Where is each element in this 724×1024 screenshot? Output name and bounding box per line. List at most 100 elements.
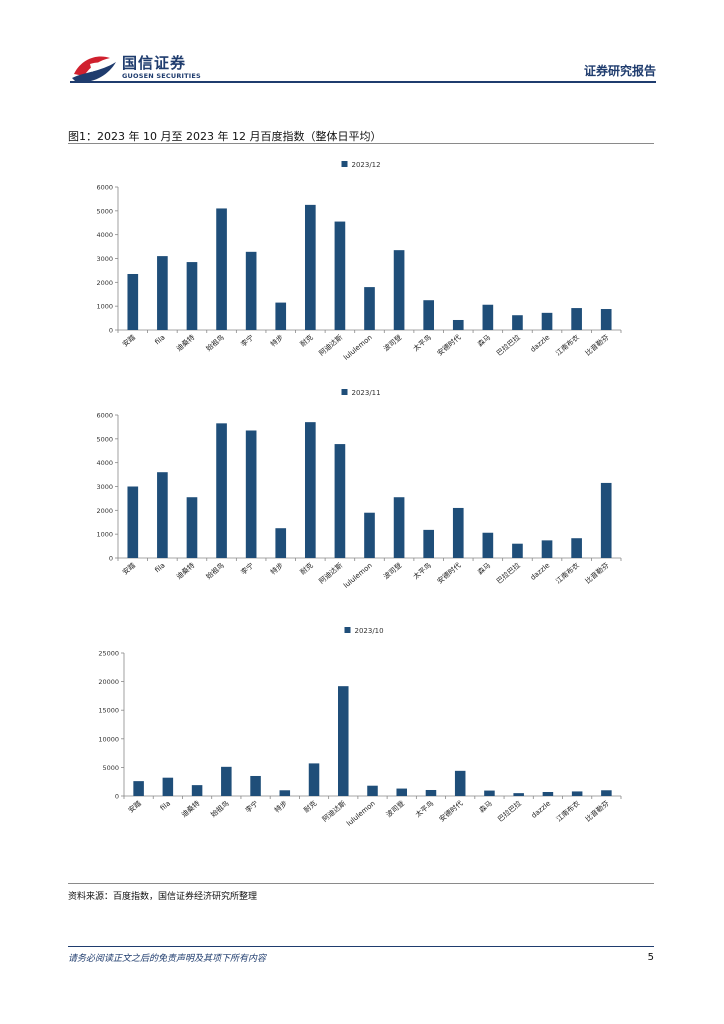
y-tick-label: 10000 [98,735,119,743]
bar [186,262,198,330]
y-tick-label: 0 [109,555,113,563]
bar [216,208,227,330]
bar [393,497,405,558]
x-tick-label: 耐克 [302,799,319,815]
bar [482,304,494,330]
guosen-logo-icon [72,56,116,83]
bar-chart-oct: 2023/10 0 5000 10000 15000 20000 25000 安踏 fila 迪桑… [68,618,654,858]
x-tick-label: 特步 [269,561,286,577]
brand-name-cn: 国信证券 [122,54,187,72]
chart-legend: 2023/10 [344,627,384,635]
x-tick-label: 森马 [476,561,493,577]
bar [512,315,523,330]
bar [367,785,378,796]
x-tick-label: 阿迪达斯 [320,799,347,824]
x-tick-label: 波司登 [382,333,404,353]
bar [541,540,553,558]
x-tick-label: 安踏 [126,799,143,815]
x-tick-label: 安德时代 [435,333,462,358]
x-tick-label: 安德时代 [435,561,462,586]
x-tick-label: 耐克 [298,333,315,349]
x-tick-label: 特步 [269,333,286,349]
bar [334,444,346,558]
bar [482,532,494,558]
figure-title-divider [68,143,654,144]
bar [275,302,287,330]
x-tick-label: 巴拉巴拉 [494,561,521,586]
bar [452,319,464,330]
bar [162,777,174,796]
x-tick-label: 始祖鸟 [204,333,226,353]
y-tick-label: 3000 [96,255,113,263]
brand-name-en: GUOSEN SECURITIES [122,72,201,80]
x-tick-label: lululemon [345,799,377,827]
bar [245,430,257,558]
brand-logo: 国信证券 GUOSEN SECURITIES [70,50,210,86]
bar [304,422,316,558]
chart-legend: 2023/11 [341,389,381,397]
x-tick-label: 始祖鸟 [204,561,226,581]
bar-chart-oct-svg: 2023/10 0 5000 10000 15000 20000 25000 安踏 fila 迪桑… [98,627,622,828]
bar [338,686,349,796]
bar [308,763,320,796]
x-tick-label: 波司登 [382,561,404,581]
disclaimer-link[interactable]: 请务必阅读正文之后的免责声明及其项下所有内容 [68,954,267,964]
bar [191,785,203,796]
figure-title: 图1：2023 年 10 月至 2023 年 12 月百度指数（整体日平均） [68,130,382,143]
bar [423,529,435,558]
y-tick-label: 0 [115,793,119,801]
x-tick-label: 波司登 [384,799,406,819]
bar [275,528,287,558]
x-tick-label: 江南布衣 [554,561,581,586]
y-tick-label: 2000 [96,279,113,287]
x-tick-label: 李宁 [239,561,256,577]
x-tick-label: 太平鸟 [411,561,433,581]
x-tick-label: 特步 [273,799,290,815]
bar [304,204,316,330]
bar [186,497,198,558]
y-tick-label: 1000 [96,531,113,539]
bar [571,308,582,330]
bar [600,482,612,558]
legend-swatch [341,161,348,167]
y-tick-label: 6000 [96,412,113,420]
x-tick-label: 李宁 [243,799,260,815]
y-tick-label: 15000 [98,707,119,715]
y-tick-label: 4000 [96,231,113,239]
x-tick-label: 迪桑特 [174,561,196,581]
bar [279,790,291,796]
y-tick-label: 2000 [96,507,113,515]
y-tick-label: 1000 [96,303,113,311]
bar [423,300,435,330]
x-tick-label: 阿迪达斯 [317,561,344,586]
x-tick-label: 江南布衣 [554,799,581,824]
page-number: 5 [647,952,654,963]
x-tick-label: dazzle [529,333,551,353]
bar [127,486,139,558]
bar [364,512,375,558]
x-tick-label: dazzle [529,561,551,581]
x-tick-label: 比音勒芬 [583,799,610,824]
x-tick-label: 阿迪达斯 [317,333,344,358]
y-tick-label: 3000 [96,483,113,491]
x-tick-label: 安德时代 [437,799,464,824]
bar [127,273,139,330]
x-tick-label: lululemon [342,333,374,361]
bar [250,775,261,796]
bar [600,309,612,330]
x-tick-label: 巴拉巴拉 [494,333,521,358]
bar [484,790,495,796]
bar [571,791,583,796]
y-tick-label: 4000 [96,459,113,467]
bar [601,790,612,796]
legend-label: 2023/11 [352,389,381,397]
bar [396,788,407,796]
bar [541,312,553,330]
bar [425,789,437,796]
bar [157,472,168,558]
x-tick-label: 迪桑特 [174,333,196,353]
y-tick-label: 5000 [96,207,113,215]
x-tick-label: dazzle [530,799,552,819]
bar-chart-dec-svg: 2023/12 0 1000 2000 3000 4000 5000 6000 安踏 fila 迪桑… [96,161,622,362]
x-tick-label: 安踏 [121,333,138,349]
